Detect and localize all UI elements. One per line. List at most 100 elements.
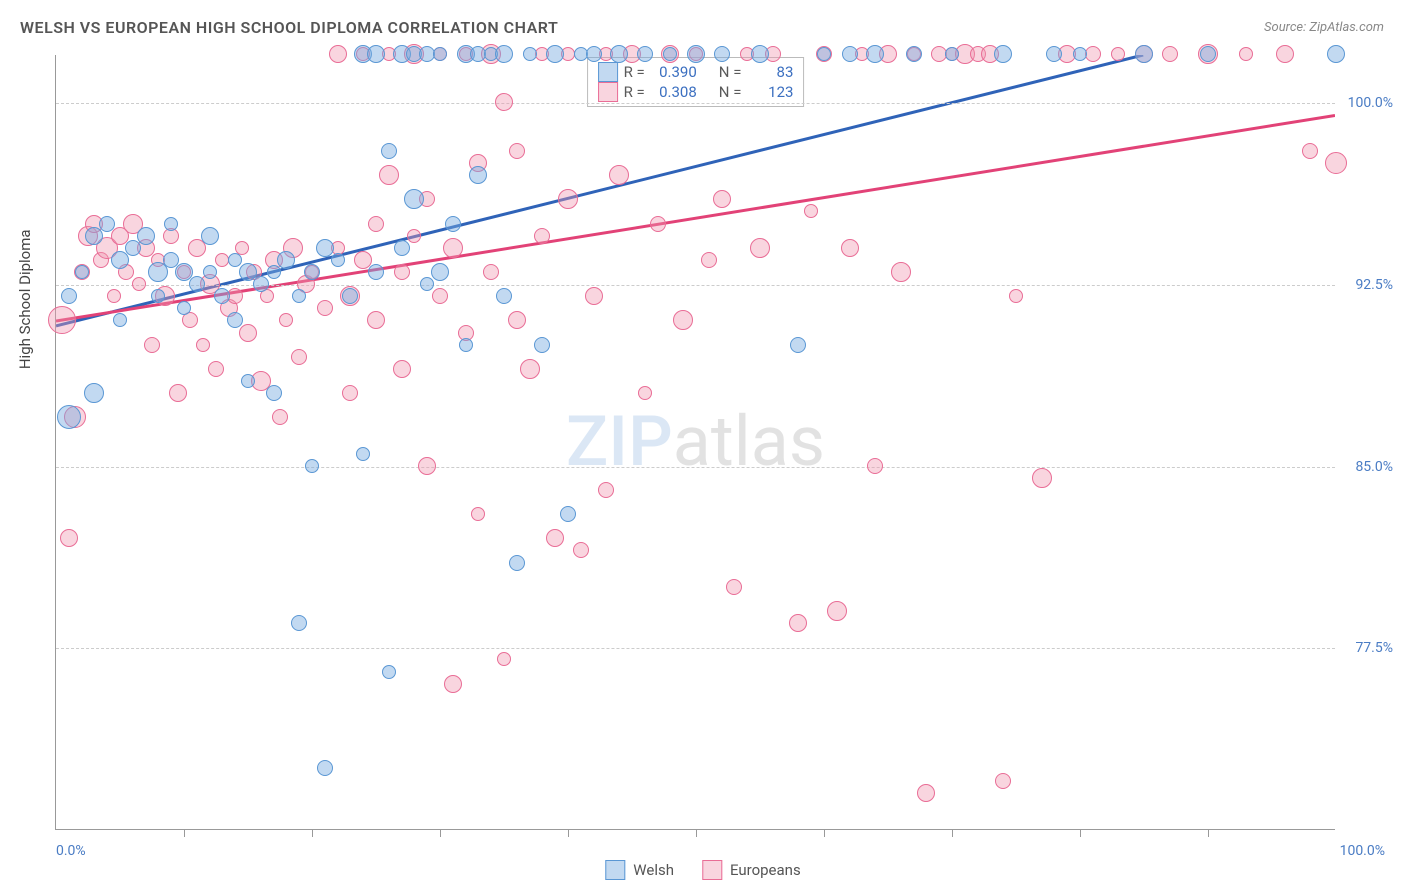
scatter-point	[433, 47, 447, 61]
watermark-atlas: atlas	[673, 401, 825, 483]
scatter-point	[342, 385, 358, 401]
scatter-point	[994, 45, 1012, 63]
source-attribution: Source: ZipAtlas.com	[1264, 20, 1384, 35]
scatter-point	[790, 337, 806, 353]
scatter-point	[1085, 46, 1101, 62]
gridline	[56, 103, 1335, 104]
plot-area: ZIPatlas R =0.390N =83R =0.308N =123 77.…	[55, 55, 1335, 830]
stats-box: R =0.390N =83R =0.308N =123	[587, 57, 805, 107]
scatter-point	[214, 288, 230, 304]
y-axis-label: High School Diploma	[16, 229, 34, 369]
scatter-point	[137, 227, 155, 245]
scatter-point	[804, 204, 818, 218]
scatter-point	[443, 238, 463, 258]
scatter-point	[1009, 289, 1023, 303]
scatter-point	[317, 760, 333, 776]
scatter-point	[291, 349, 307, 365]
scatter-point	[1327, 45, 1345, 63]
scatter-point	[266, 385, 282, 401]
scatter-point	[201, 227, 219, 245]
scatter-point	[1239, 47, 1253, 61]
scatter-point	[227, 312, 243, 328]
scatter-point	[1046, 46, 1062, 62]
scatter-point	[177, 301, 191, 315]
chart-title: WELSH VS EUROPEAN HIGH SCHOOL DIPLOMA CO…	[20, 18, 558, 37]
legend-swatch	[605, 860, 625, 880]
scatter-point	[393, 360, 411, 378]
scatter-point	[867, 458, 883, 474]
scatter-point	[368, 264, 384, 280]
stat-n-label: N =	[719, 63, 742, 81]
scatter-point	[203, 265, 217, 279]
stat-r-value: 0.308	[651, 83, 697, 101]
x-tick	[952, 829, 953, 837]
scatter-point	[534, 337, 550, 353]
scatter-point	[1135, 45, 1153, 63]
scatter-point	[1162, 46, 1178, 62]
scatter-point	[367, 311, 385, 329]
scatter-point	[866, 45, 884, 63]
scatter-point	[239, 324, 257, 342]
scatter-point	[495, 45, 513, 63]
scatter-point	[1200, 46, 1216, 62]
chart-container: WELSH VS EUROPEAN HIGH SCHOOL DIPLOMA CO…	[0, 0, 1406, 892]
watermark: ZIPatlas	[566, 401, 825, 483]
scatter-point	[995, 773, 1011, 789]
scatter-point	[279, 313, 293, 327]
scatter-point	[407, 229, 421, 243]
scatter-point	[60, 529, 78, 547]
trend-lines	[56, 55, 1335, 829]
scatter-point	[471, 507, 485, 521]
stat-n-label: N =	[719, 83, 742, 101]
stat-n-value: 83	[747, 63, 793, 81]
scatter-point	[404, 189, 424, 209]
scatter-point	[789, 614, 807, 632]
stat-r-label: R =	[624, 63, 645, 81]
scatter-point	[817, 47, 831, 61]
scatter-point	[331, 253, 345, 267]
scatter-point	[638, 386, 652, 400]
scatter-point	[573, 542, 589, 558]
x-tick	[696, 829, 697, 837]
scatter-point	[687, 45, 705, 63]
scatter-point	[520, 359, 540, 379]
legend-label: Welsh	[633, 861, 674, 879]
scatter-point	[842, 46, 858, 62]
gridline	[56, 648, 1335, 649]
scatter-point	[75, 265, 89, 279]
scatter-point	[151, 289, 165, 303]
stat-swatch	[598, 82, 618, 102]
scatter-point	[483, 264, 499, 280]
stat-row: R =0.308N =123	[598, 82, 794, 102]
scatter-point	[431, 263, 449, 281]
scatter-point	[272, 409, 288, 425]
scatter-point	[650, 216, 666, 232]
legend-item: Europeans	[702, 860, 801, 880]
scatter-point	[208, 361, 224, 377]
scatter-point	[304, 264, 320, 280]
scatter-point	[1111, 47, 1125, 61]
scatter-point	[945, 47, 959, 61]
scatter-point	[713, 190, 731, 208]
scatter-point	[523, 47, 537, 61]
stat-swatch	[598, 62, 618, 82]
scatter-point	[107, 289, 121, 303]
scatter-point	[144, 337, 160, 353]
scatter-point	[418, 457, 436, 475]
scatter-point	[277, 251, 295, 269]
legend-label: Europeans	[730, 861, 801, 879]
scatter-point	[305, 459, 319, 473]
scatter-point	[558, 189, 578, 209]
scatter-point	[459, 338, 473, 352]
scatter-point	[598, 482, 614, 498]
scatter-point	[1032, 468, 1052, 488]
scatter-point	[495, 93, 513, 111]
scatter-point	[292, 289, 306, 303]
scatter-point	[609, 165, 629, 185]
scatter-point	[342, 288, 358, 304]
scatter-point	[546, 45, 564, 63]
legend-item: Welsh	[605, 860, 674, 880]
gridline	[56, 285, 1335, 286]
scatter-point	[1276, 45, 1294, 63]
scatter-point	[509, 555, 525, 571]
